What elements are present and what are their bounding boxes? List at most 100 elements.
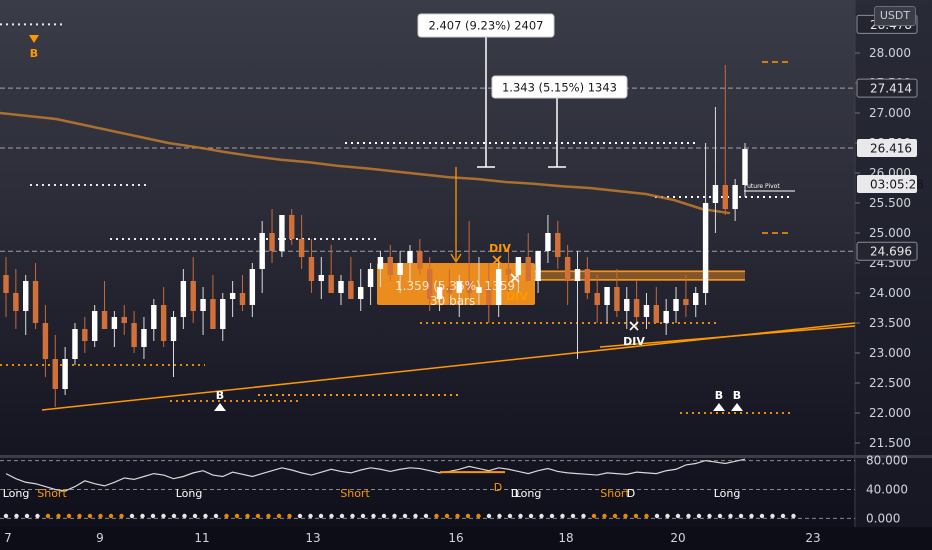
signal-label: B [216,389,224,402]
candle-body [22,281,29,311]
pane-separator [0,455,932,458]
candle-body [52,359,58,389]
y-tick-label: 24.000 [869,286,911,300]
oscillator-dot [665,513,670,519]
oscillator-dot [45,513,51,519]
oscillator-dot [780,513,786,519]
oscillator-dot [791,513,796,519]
candle-body [742,149,748,185]
divergence-label: DIV [489,242,511,255]
oscillator-dot [3,513,9,519]
oscillator-dot [129,513,135,519]
cross-marker [492,255,502,265]
candle-body [377,257,384,269]
oscillator-dot [465,513,471,519]
oscillator-dot [707,513,712,519]
candle-body [111,317,118,329]
oscillator-dot [98,513,103,519]
oscillator-dot [476,513,481,519]
candle-body [505,269,512,275]
candle-body [220,299,226,329]
candle-body [42,323,49,359]
measure-callout-box [417,13,555,38]
oscillator-dot [392,513,397,519]
oscillator-dot [339,513,345,519]
oscillator-dot [14,513,19,519]
cross-marker [629,321,639,331]
oscillator-dot [759,513,765,519]
candle-body [407,251,413,263]
candle-body [722,185,729,209]
oscillator-tick-label: 0.000 [866,511,900,525]
candle-body [633,299,640,317]
oscillator-dot [213,513,219,519]
currency-badge[interactable]: USDT [874,6,916,26]
oscillator-dot [455,513,460,519]
candle-body [328,275,334,293]
oscillator-dot [35,513,40,519]
candle-body [456,281,462,293]
signal-label: B [715,389,723,402]
oscillator-dot [444,513,450,519]
candle-body [495,269,502,305]
y-tick-label: 25.000 [869,226,911,240]
x-tick-label: 11 [194,531,209,545]
oscillator-dot [633,513,639,519]
oscillator-signal-label: D [627,487,635,500]
candle-body [584,269,591,293]
oscillator-dot [350,513,355,519]
oscillator-dot [486,513,492,519]
oscillator-dot [255,513,261,519]
oscillator-dot [770,513,775,519]
candle-body [693,293,699,305]
y-tick-label: 22.000 [869,406,911,420]
oscillator-dot [381,513,387,519]
candle-body [663,311,669,323]
oscillator-dot [402,513,408,519]
oscillator-dot [591,513,597,519]
oscillator-dot [423,513,429,519]
signal-triangle [214,403,226,411]
candle-body [535,251,541,281]
signal-triangle [29,35,39,43]
candle-body [131,323,137,347]
measure-callout-box [491,75,628,99]
candle-body [476,287,482,293]
price-label-text: 26.416 [870,142,912,156]
price-label-box [857,139,917,158]
oscillator-dot [497,513,502,519]
oscillator-dot [507,513,513,519]
signal-label: B [733,389,741,402]
oscillator-tick-label: 80.000 [866,454,908,468]
candle-body [446,287,453,293]
oscillator-dot [192,513,198,519]
oscillator-dot [203,513,208,519]
oscillator-dot [234,513,240,519]
candle-body [72,329,78,359]
oscillator-dot [549,513,555,519]
oscillator-dot [329,513,334,519]
oscillator-dot [140,513,145,519]
candle-body [308,257,315,281]
candle-body [279,215,285,251]
candle-body [62,359,68,389]
oscillator-dot [360,513,366,519]
oscillator-signal-label: Long [3,487,30,500]
candle-body [121,317,127,323]
oscillator-dot [696,513,702,519]
price-label-box [857,175,917,193]
candle-body [91,311,98,341]
oscillator-dot [308,513,313,519]
candle-body [160,305,167,341]
y-tick-label: 23.000 [869,346,911,360]
candle-body [318,275,325,281]
oscillator-dot [287,513,292,519]
candle-body [515,257,522,275]
y-tick-label: 21.500 [869,436,911,450]
oscillator-dot [182,513,187,519]
candle-body [525,257,531,281]
candle-body [555,233,561,257]
candle-body [594,293,600,305]
